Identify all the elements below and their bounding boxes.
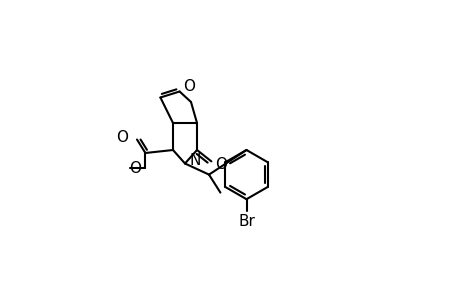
- Text: N: N: [189, 153, 200, 168]
- Text: O: O: [214, 157, 226, 172]
- Text: O: O: [116, 130, 129, 146]
- Text: O: O: [183, 79, 195, 94]
- Text: Br: Br: [238, 214, 254, 229]
- Text: O: O: [129, 161, 140, 176]
